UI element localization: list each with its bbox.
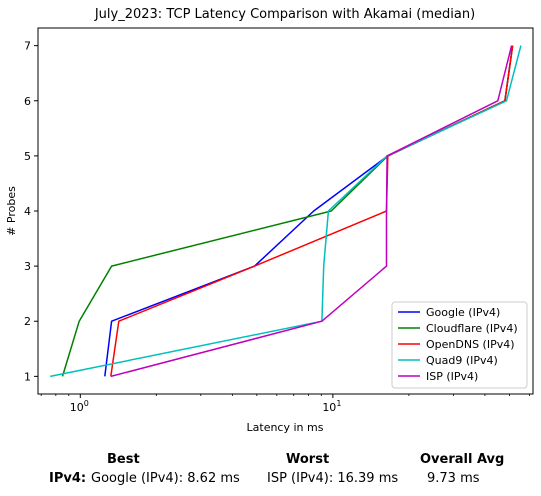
ipv4-row-label-text: IPv4 <box>49 471 81 486</box>
ipv4-row-label: IPv4: <box>49 471 86 486</box>
y-tick-label-1: 1 <box>24 370 31 383</box>
y-tick-label-7: 7 <box>24 40 31 53</box>
legend-label-3: Quad9 (IPv4) <box>426 354 498 367</box>
best-value: Google (IPv4): 8.62 ms <box>91 471 240 486</box>
legend-label-2: OpenDNS (IPv4) <box>426 338 515 351</box>
legend-label-4: ISP (IPv4) <box>426 370 478 383</box>
x-tick-label-1: 101 <box>322 399 341 414</box>
x-tick-label-exp-0: 0 <box>84 399 89 408</box>
ipv4-row-separator: : <box>81 471 86 486</box>
chart-legend: Google (IPv4) Cloudflare (IPv4) OpenDNS (I… <box>392 302 527 388</box>
x-tick-label-base-1: 10 <box>322 401 336 414</box>
y-tick-label-5: 5 <box>24 150 31 163</box>
worst-header: Worst <box>286 452 329 467</box>
y-tick-label-6: 6 <box>24 95 31 108</box>
legend-label-1: Cloudflare (IPv4) <box>426 322 518 335</box>
overall-avg-header: Overall Avg <box>420 452 504 467</box>
overall-avg-value: 9.73 ms <box>427 471 480 486</box>
x-tick-label-0: 100 <box>70 399 89 414</box>
legend-label-0: Google (IPv4) <box>426 306 500 319</box>
y-tick-label-2: 2 <box>24 315 31 328</box>
x-tick-label-base-0: 10 <box>70 401 84 414</box>
chart-title: July_2023: TCP Latency Comparison with A… <box>94 7 475 22</box>
y-axis-label: # Probes <box>5 186 18 236</box>
x-axis-label: Latency in ms <box>247 421 324 434</box>
best-header: Best <box>107 452 140 467</box>
y-tick-label-3: 3 <box>24 260 31 273</box>
y-tick-label-4: 4 <box>24 205 31 218</box>
worst-value: ISP (IPv4): 16.39 ms <box>267 471 398 486</box>
x-tick-label-exp-1: 1 <box>336 399 341 408</box>
